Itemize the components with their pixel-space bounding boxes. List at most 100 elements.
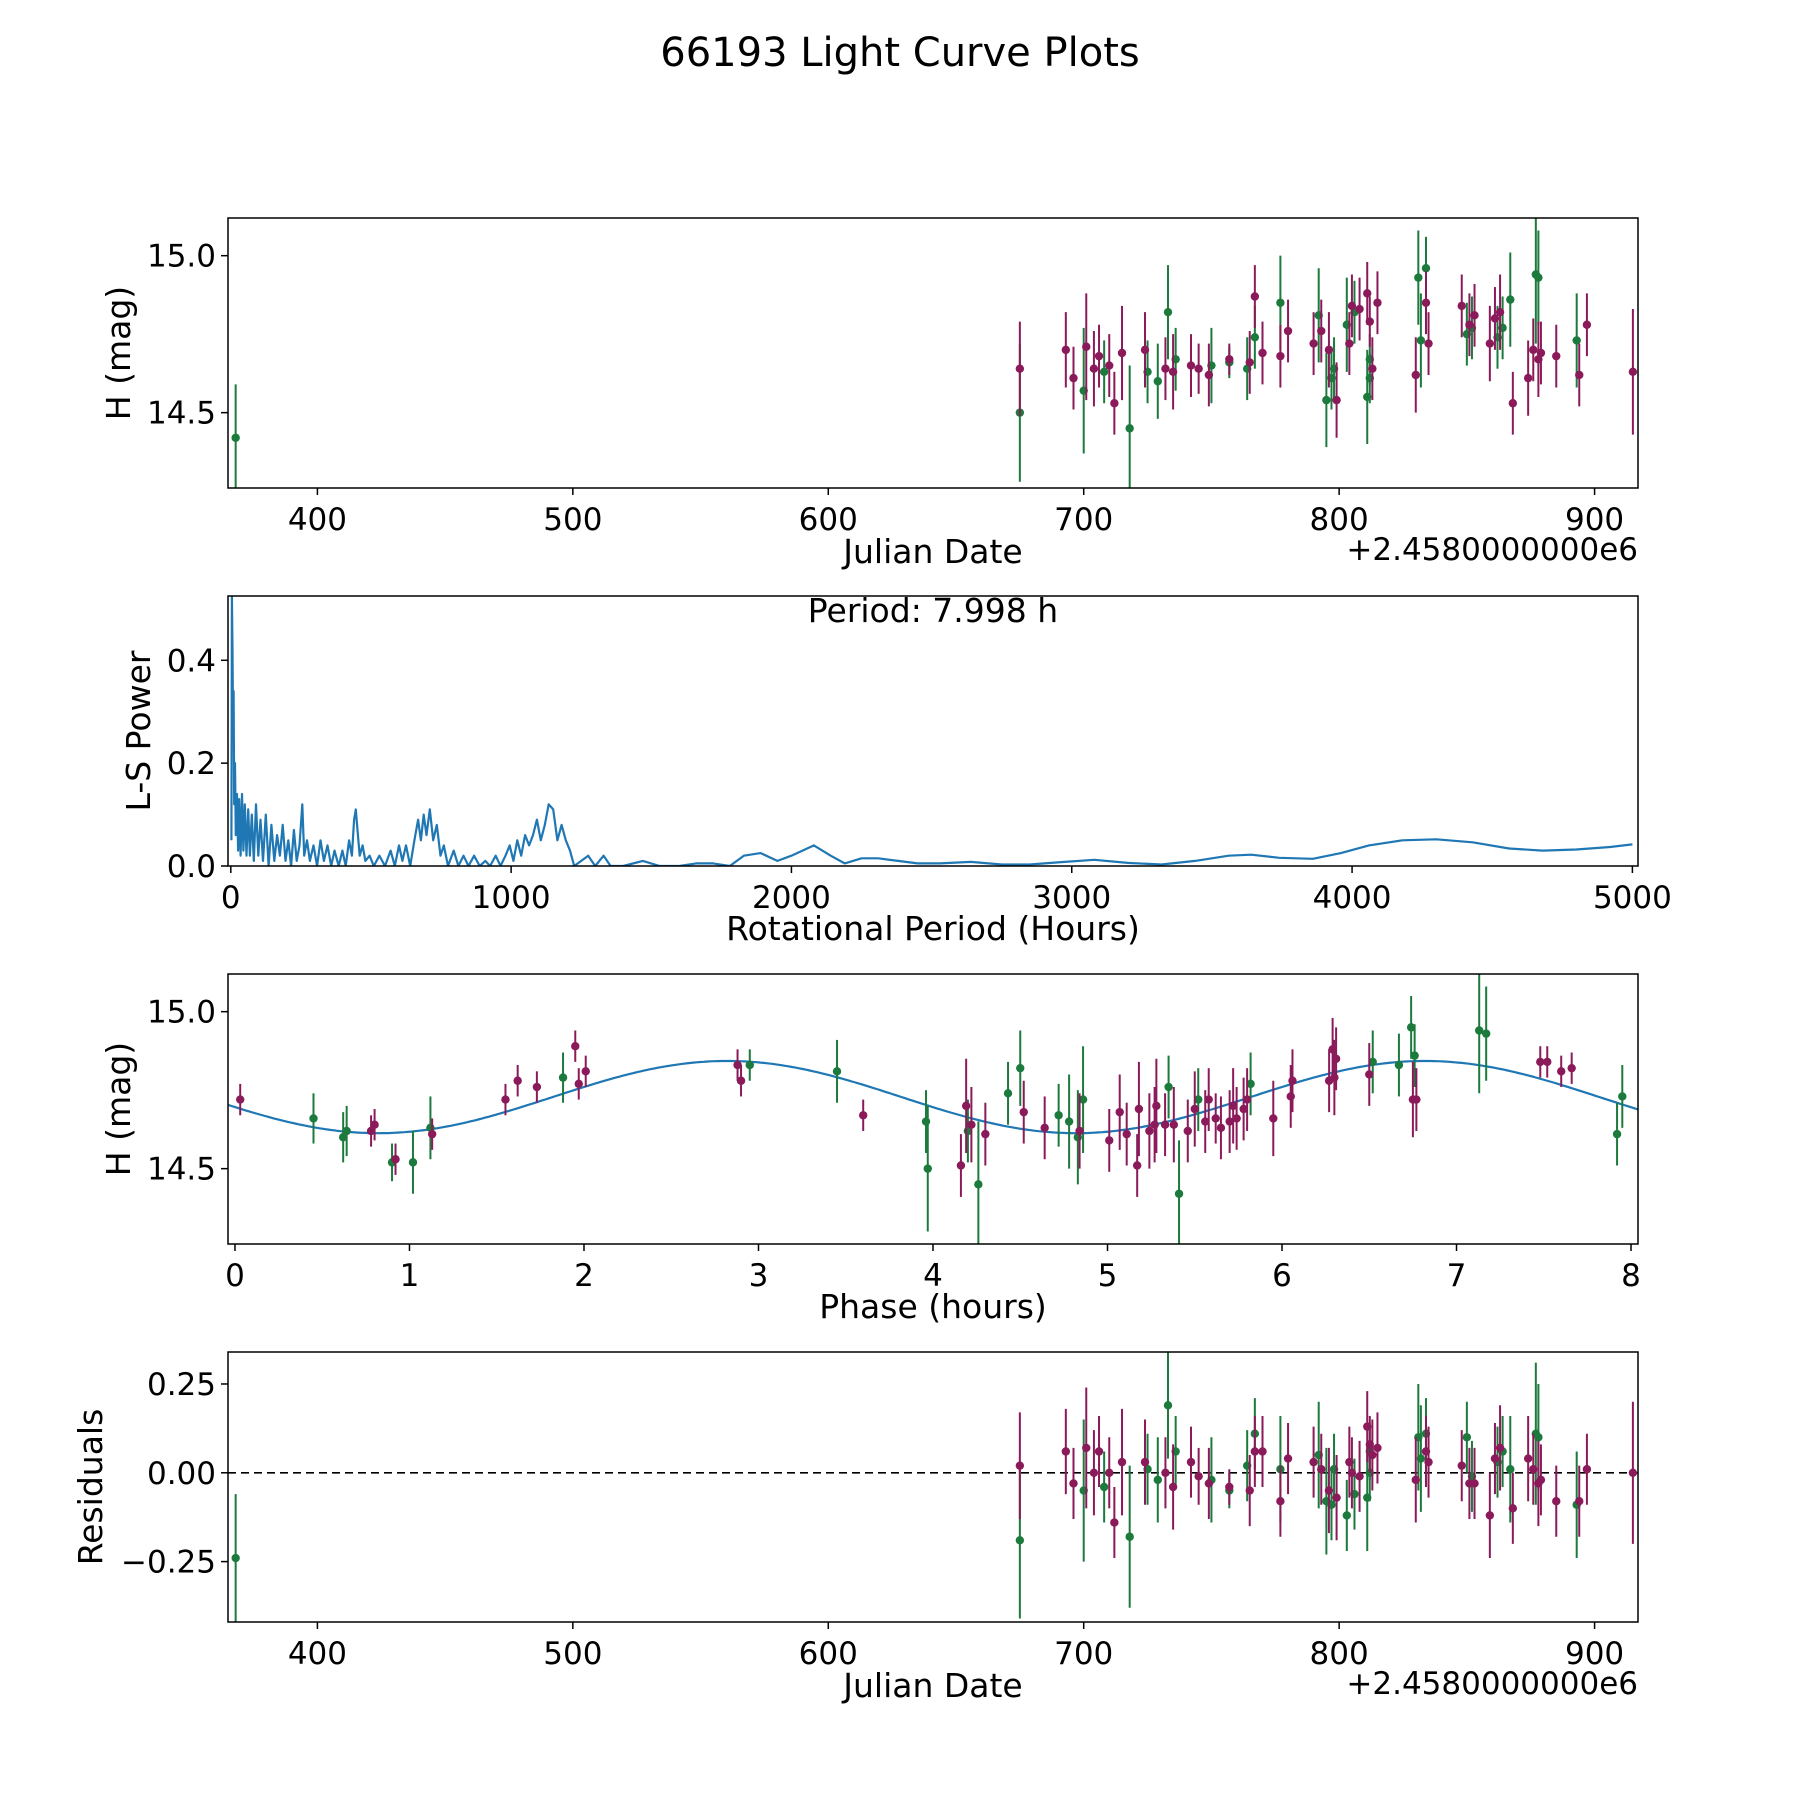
data-point	[1276, 324, 1285, 388]
marker	[1331, 1054, 1341, 1063]
data-point	[1421, 271, 1431, 335]
y-tick-label: 14.5	[147, 1152, 216, 1188]
phased-xlabel: Phase (hours)	[819, 1287, 1047, 1326]
data-point	[1552, 324, 1561, 388]
marker	[1529, 1465, 1538, 1474]
data-point	[1411, 337, 1420, 413]
marker	[1204, 1095, 1213, 1104]
data-point	[1152, 1058, 1161, 1153]
marker	[1283, 326, 1293, 336]
lightcurve-ylabel: H (mag)	[99, 286, 138, 420]
marker	[1628, 367, 1638, 377]
marker	[1078, 1095, 1088, 1104]
marker	[1332, 1493, 1341, 1502]
data-point	[1161, 1437, 1170, 1509]
data-point	[1105, 334, 1114, 397]
x-tick-label: 400	[288, 502, 347, 538]
marker	[1099, 367, 1109, 377]
data-point	[1324, 1447, 1334, 1534]
data-point	[1186, 334, 1196, 397]
marker	[1506, 295, 1515, 304]
data-point	[1309, 1426, 1318, 1498]
marker	[1457, 1461, 1466, 1470]
marker	[581, 1067, 590, 1076]
data-point	[1211, 1093, 1220, 1144]
marker	[1363, 289, 1372, 298]
marker	[1414, 273, 1423, 282]
marker	[1015, 364, 1025, 373]
data-point	[1245, 1455, 1254, 1527]
marker	[1412, 1095, 1421, 1104]
data-point	[1543, 1046, 1552, 1078]
marker	[1019, 1107, 1028, 1117]
data-point	[1529, 318, 1538, 382]
marker	[967, 1120, 976, 1129]
marker	[231, 1553, 240, 1563]
data-point	[1258, 321, 1267, 385]
marker	[1183, 1126, 1192, 1136]
marker	[1228, 1101, 1238, 1111]
x-tick-label: 1	[400, 1258, 420, 1294]
lightcurve-offset-text: +2.4580000000e6	[1346, 532, 1638, 568]
marker	[1534, 1433, 1543, 1442]
data-point	[231, 1494, 240, 1622]
marker	[1153, 1475, 1162, 1485]
data-point	[1204, 1068, 1213, 1131]
marker	[858, 1111, 868, 1120]
marker	[1163, 1401, 1173, 1410]
data-point	[1015, 1412, 1025, 1519]
y-tick-label: 14.5	[147, 396, 216, 432]
data-point	[1470, 283, 1479, 347]
marker	[1470, 311, 1479, 320]
marker	[1330, 1073, 1339, 1082]
data-point	[733, 1049, 742, 1081]
data-point	[1368, 1419, 1377, 1491]
data-point	[1204, 343, 1214, 407]
data-point	[532, 1071, 542, 1103]
marker	[1216, 1123, 1226, 1133]
marker	[1416, 336, 1426, 345]
marker	[1508, 399, 1518, 408]
marker	[1582, 320, 1592, 329]
marker	[1082, 1443, 1091, 1453]
data-point	[1194, 1447, 1203, 1505]
x-tick-label: 700	[1054, 502, 1113, 538]
marker	[1508, 1504, 1518, 1513]
marker	[1322, 395, 1331, 405]
marker	[1288, 1076, 1297, 1085]
data-point	[1618, 1065, 1627, 1128]
data-point	[1194, 343, 1203, 394]
marker	[1368, 364, 1377, 373]
data-point	[1204, 1447, 1214, 1519]
marker	[1536, 348, 1546, 358]
data-point	[1347, 274, 1357, 338]
data-point	[1250, 265, 1260, 328]
x-tick-label: 5000	[1593, 880, 1672, 916]
marker	[1424, 339, 1433, 348]
data-point	[1099, 340, 1109, 404]
data-point	[1117, 1408, 1127, 1516]
marker	[1169, 1120, 1179, 1129]
residuals-panel: Julian Date Residuals +2.4580000000e6 40…	[71, 1351, 1639, 1705]
data-point	[1342, 1479, 1352, 1551]
data-point	[1582, 1433, 1592, 1505]
marker	[370, 1120, 379, 1129]
marker	[1061, 345, 1071, 355]
marker	[1457, 301, 1466, 311]
x-tick-label: 4	[923, 1258, 943, 1294]
data-point	[581, 1055, 590, 1088]
data-point	[1115, 1074, 1124, 1150]
marker	[1225, 355, 1234, 364]
data-point	[1368, 337, 1377, 401]
data-point	[1258, 1415, 1267, 1487]
data-point	[1424, 312, 1433, 375]
marker	[501, 1095, 510, 1104]
marker	[1186, 361, 1196, 370]
data-point	[1140, 1419, 1150, 1505]
data-point	[1490, 287, 1500, 350]
marker	[1465, 320, 1474, 329]
x-tick-label: 6	[1272, 1258, 1292, 1294]
data-point	[1317, 299, 1326, 363]
data-point	[1330, 1039, 1339, 1116]
residuals-offset-text: +2.4580000000e6	[1346, 1666, 1638, 1702]
